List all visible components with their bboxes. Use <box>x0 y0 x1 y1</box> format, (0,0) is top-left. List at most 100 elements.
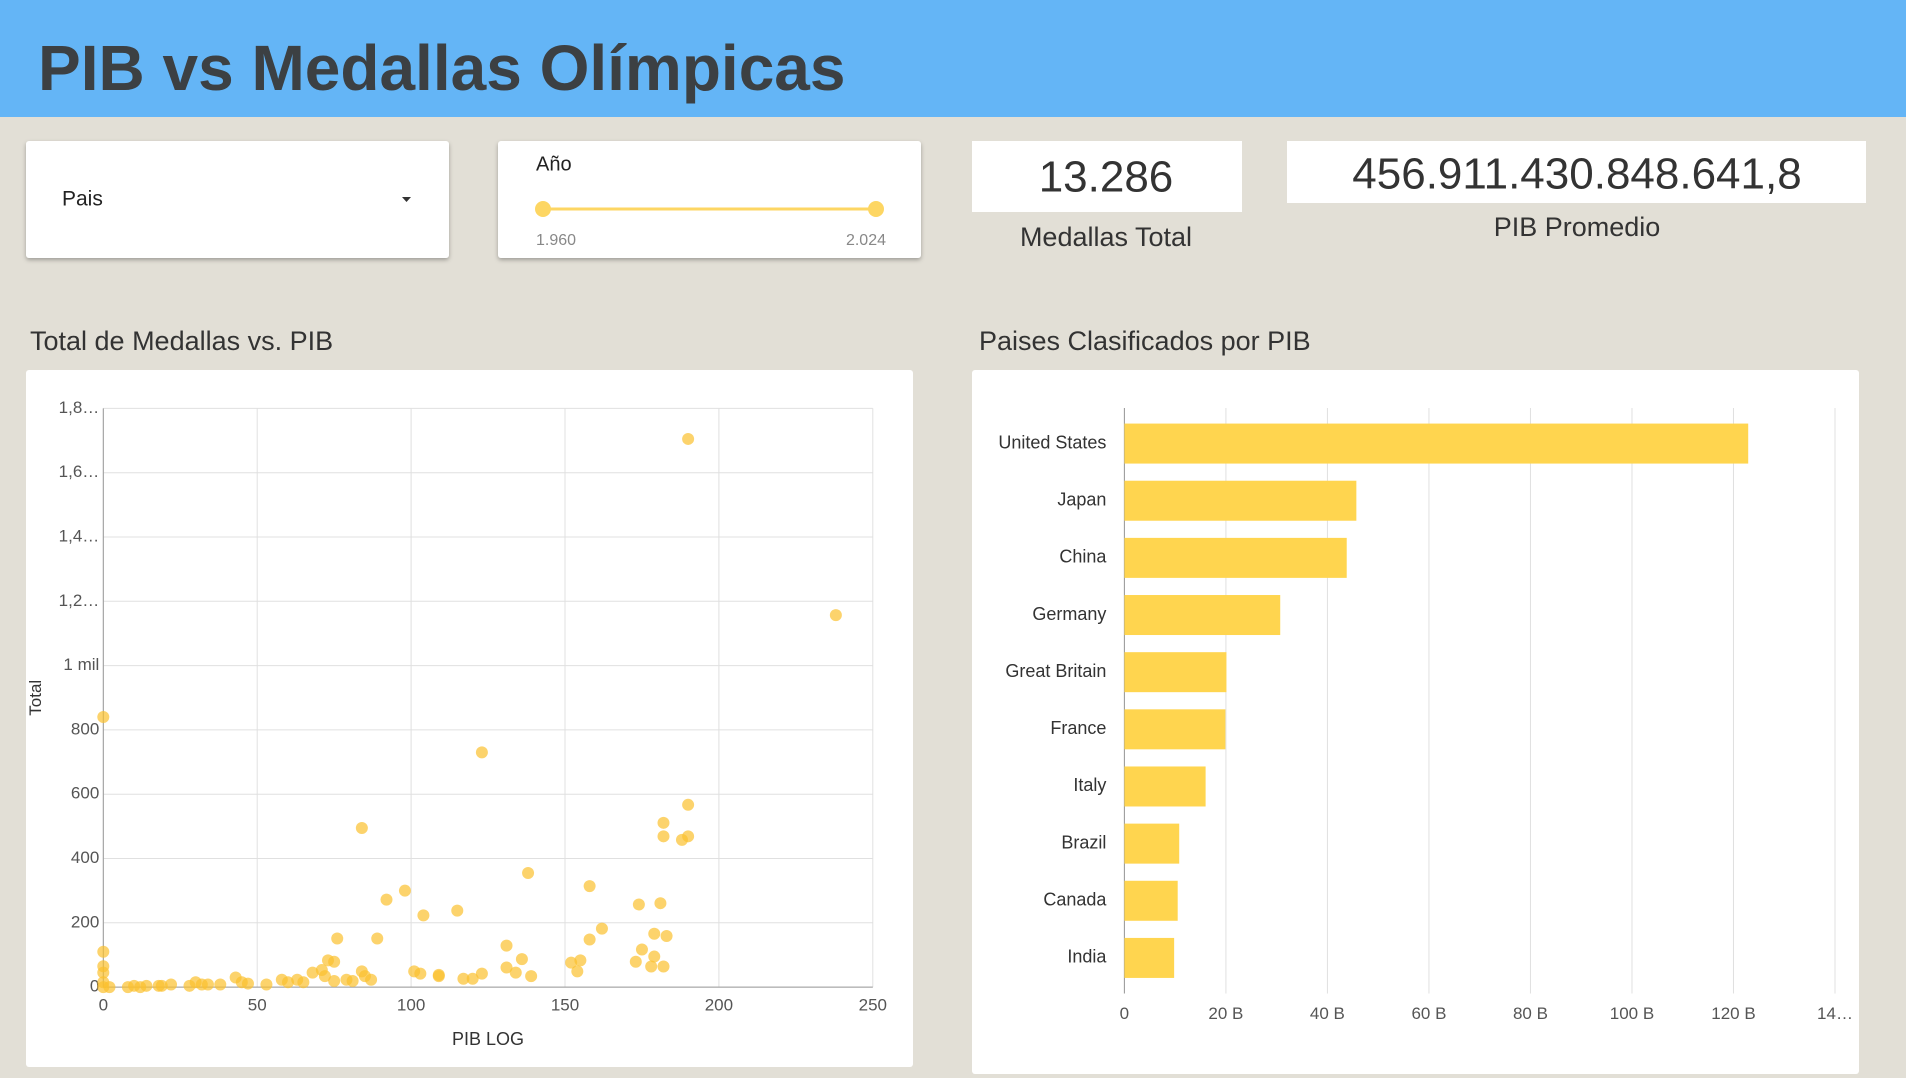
y-tick-label: 400 <box>71 848 99 867</box>
scatter-point <box>306 966 319 979</box>
scatter-point <box>583 933 596 946</box>
chart-panel <box>26 370 913 1067</box>
slider-max-label: 2.024 <box>846 232 886 249</box>
scatter-point <box>515 953 528 966</box>
y-tick-label: 0 <box>90 977 99 996</box>
scatter-point <box>829 609 842 622</box>
scatter-point <box>432 968 445 981</box>
scatter-point <box>657 960 670 973</box>
bar <box>1124 880 1178 921</box>
scatter-point <box>380 893 393 906</box>
scatter-point <box>195 978 208 991</box>
scatter-point <box>260 978 273 991</box>
scatter-point <box>365 973 378 986</box>
slider-handle-max[interactable] <box>868 201 884 217</box>
scatter-point <box>645 960 658 973</box>
scatter-point <box>97 711 110 724</box>
scatter-point <box>355 821 368 834</box>
scatter-point <box>635 943 648 956</box>
scatter-point <box>165 978 178 991</box>
x-tick-label: 60 B <box>1411 1004 1446 1023</box>
scatter-point <box>140 979 153 992</box>
scatter-point <box>328 955 341 968</box>
x-tick-label: 100 <box>397 996 425 1015</box>
x-tick-label: 120 B <box>1711 1004 1755 1023</box>
scatter-point <box>475 967 488 980</box>
x-tick-label: 250 <box>859 996 887 1015</box>
scatter-point <box>97 945 110 958</box>
scatter-point <box>500 961 513 974</box>
scatter-point <box>398 884 411 897</box>
kpi-label: PIB Promedio <box>1494 212 1661 242</box>
category-label: China <box>1059 547 1107 567</box>
scatter-point <box>500 939 513 952</box>
kpi-card <box>972 141 1242 212</box>
x-tick-label: 80 B <box>1513 1004 1548 1023</box>
y-axis-label: Total <box>26 680 45 716</box>
dropdown-arrow <box>402 197 411 202</box>
scatter-point <box>466 972 479 985</box>
x-tick-label: 0 <box>99 996 108 1015</box>
scatter-point <box>595 922 608 935</box>
scatter-point <box>103 981 116 994</box>
bar <box>1124 595 1281 636</box>
bar <box>1124 423 1749 464</box>
dropdown-label: Pais <box>62 188 103 211</box>
scatter-point <box>657 816 670 829</box>
scatter-point <box>682 432 695 445</box>
scatter-point <box>451 904 464 917</box>
x-tick-label: 200 <box>705 996 733 1015</box>
page-title: PIB vs Medallas Olímpicas <box>38 32 845 104</box>
dropdown-card[interactable] <box>26 141 449 258</box>
scatter-point <box>346 974 359 987</box>
scatter-point <box>525 970 538 983</box>
scatter-point <box>583 880 596 893</box>
bar <box>1124 709 1226 750</box>
scatter-point <box>629 955 642 968</box>
scatter-point <box>331 932 344 945</box>
y-tick-label: 600 <box>71 784 99 803</box>
y-tick-label: 800 <box>71 719 99 738</box>
scatter-point <box>648 927 661 940</box>
bar <box>1124 766 1206 807</box>
kpi-label: Medallas Total <box>1020 222 1192 252</box>
x-tick-label: 20 B <box>1208 1004 1243 1023</box>
y-tick-label: 200 <box>71 912 99 931</box>
category-label: United States <box>998 432 1106 452</box>
bar <box>1124 537 1347 578</box>
category-label: Japan <box>1057 489 1106 509</box>
x-tick-label: 40 B <box>1310 1004 1345 1023</box>
scatter-point <box>371 932 384 945</box>
scatter-point <box>281 976 294 989</box>
scatter-point <box>657 830 670 843</box>
scatter-point <box>241 977 254 990</box>
scatter-point <box>121 981 134 994</box>
scatter-point <box>574 954 587 967</box>
bar <box>1124 937 1175 978</box>
category-label: Brazil <box>1061 832 1106 852</box>
scatter-point <box>414 967 427 980</box>
slider-card <box>498 141 921 258</box>
scatter-point <box>509 966 522 979</box>
slider-min-label: 1.960 <box>536 232 576 249</box>
x-axis-label: PIB LOG <box>452 1029 524 1049</box>
year-slider[interactable]: Año 1.960 2.024 <box>498 141 921 258</box>
scatter-point <box>565 956 578 969</box>
scatter-point <box>155 979 168 992</box>
slider-handle-min[interactable] <box>535 201 551 217</box>
y-tick-label: 1,2… <box>59 591 100 610</box>
slider-label: Año <box>536 153 572 175</box>
header-bar <box>0 0 1906 117</box>
kpi-card <box>1287 141 1866 203</box>
category-label: Canada <box>1043 890 1107 910</box>
category-label: Germany <box>1032 604 1106 624</box>
scatter-point <box>97 966 110 979</box>
category-label: Italy <box>1073 775 1106 795</box>
category-label: Great Britain <box>1005 661 1106 681</box>
chart-title: Paises Clasificados por PIB <box>979 326 1311 356</box>
scatter-point <box>648 950 661 963</box>
country-dropdown[interactable]: Pais <box>26 141 449 258</box>
bar <box>1124 823 1180 864</box>
